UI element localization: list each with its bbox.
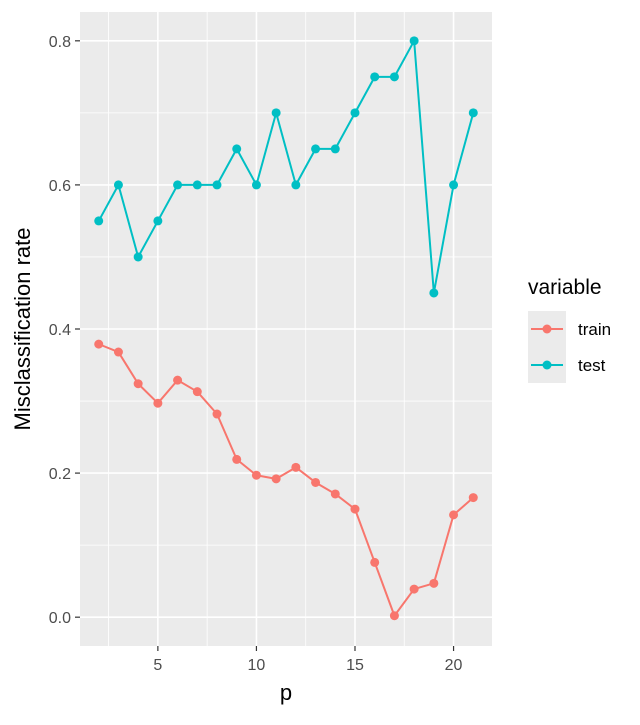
data-point-train: [153, 398, 163, 408]
data-point-test: [271, 108, 281, 118]
data-point-test: [350, 108, 360, 118]
data-point-test: [113, 180, 123, 190]
data-point-test: [389, 72, 399, 82]
data-point-test: [173, 180, 183, 190]
data-point-train: [311, 477, 321, 487]
y-tick-label: 0.0: [49, 610, 71, 627]
data-point-train: [212, 409, 222, 419]
data-point-train: [370, 557, 380, 567]
y-axis-title: Misclassification rate: [10, 228, 35, 431]
data-point-test: [330, 144, 340, 154]
data-point-train: [271, 474, 281, 484]
data-point-train: [468, 493, 478, 503]
x-tick-label: 10: [248, 657, 266, 674]
y-tick-label: 0.6: [49, 178, 71, 195]
x-tick-label: 15: [346, 657, 364, 674]
legend-key-point-train: [542, 324, 552, 334]
data-point-train: [330, 489, 340, 499]
legend-label-test: test: [578, 356, 606, 375]
data-point-test: [429, 288, 439, 298]
data-point-test: [212, 180, 222, 190]
data-point-train: [113, 347, 123, 357]
data-point-train: [409, 584, 419, 594]
y-axis: 0.0 0.2 0.4 0.6 0.8: [49, 34, 80, 627]
data-point-test: [291, 180, 301, 190]
data-point-test: [449, 180, 459, 190]
data-point-train: [291, 462, 301, 472]
data-point-train: [192, 387, 202, 397]
data-point-train: [429, 578, 439, 588]
series-layer: [94, 36, 478, 621]
data-point-test: [133, 252, 143, 262]
data-point-test: [232, 144, 242, 154]
y-tick-label: 0.8: [49, 34, 71, 51]
data-point-test: [370, 72, 380, 82]
y-tick-label: 0.4: [49, 322, 71, 339]
y-tick-label: 0.2: [49, 466, 71, 483]
x-axis-title: p: [280, 680, 292, 705]
legend-keys: train test: [528, 311, 611, 383]
data-point-test: [311, 144, 321, 154]
data-point-train: [251, 470, 261, 480]
data-point-train: [232, 454, 242, 464]
data-point-train: [94, 339, 104, 349]
data-point-train: [350, 504, 360, 514]
data-point-test: [409, 36, 419, 46]
data-point-train: [133, 379, 143, 389]
x-axis: 5 10 15 20: [153, 646, 463, 674]
data-point-train: [449, 510, 459, 520]
data-point-test: [468, 108, 478, 118]
x-tick-label: 5: [153, 657, 162, 674]
data-point-test: [192, 180, 202, 190]
data-point-test: [94, 216, 104, 226]
data-point-test: [251, 180, 261, 190]
data-point-train: [173, 375, 183, 385]
series-line-test: [97, 39, 475, 294]
x-tick-label: 20: [445, 657, 463, 674]
legend-label-train: train: [578, 320, 611, 339]
legend-title: variable: [528, 276, 602, 299]
data-point-test: [153, 216, 163, 226]
legend-key-point-test: [542, 360, 552, 370]
data-point-train: [389, 611, 399, 621]
series-line-train: [98, 343, 474, 617]
legend: variable train test: [528, 276, 611, 383]
